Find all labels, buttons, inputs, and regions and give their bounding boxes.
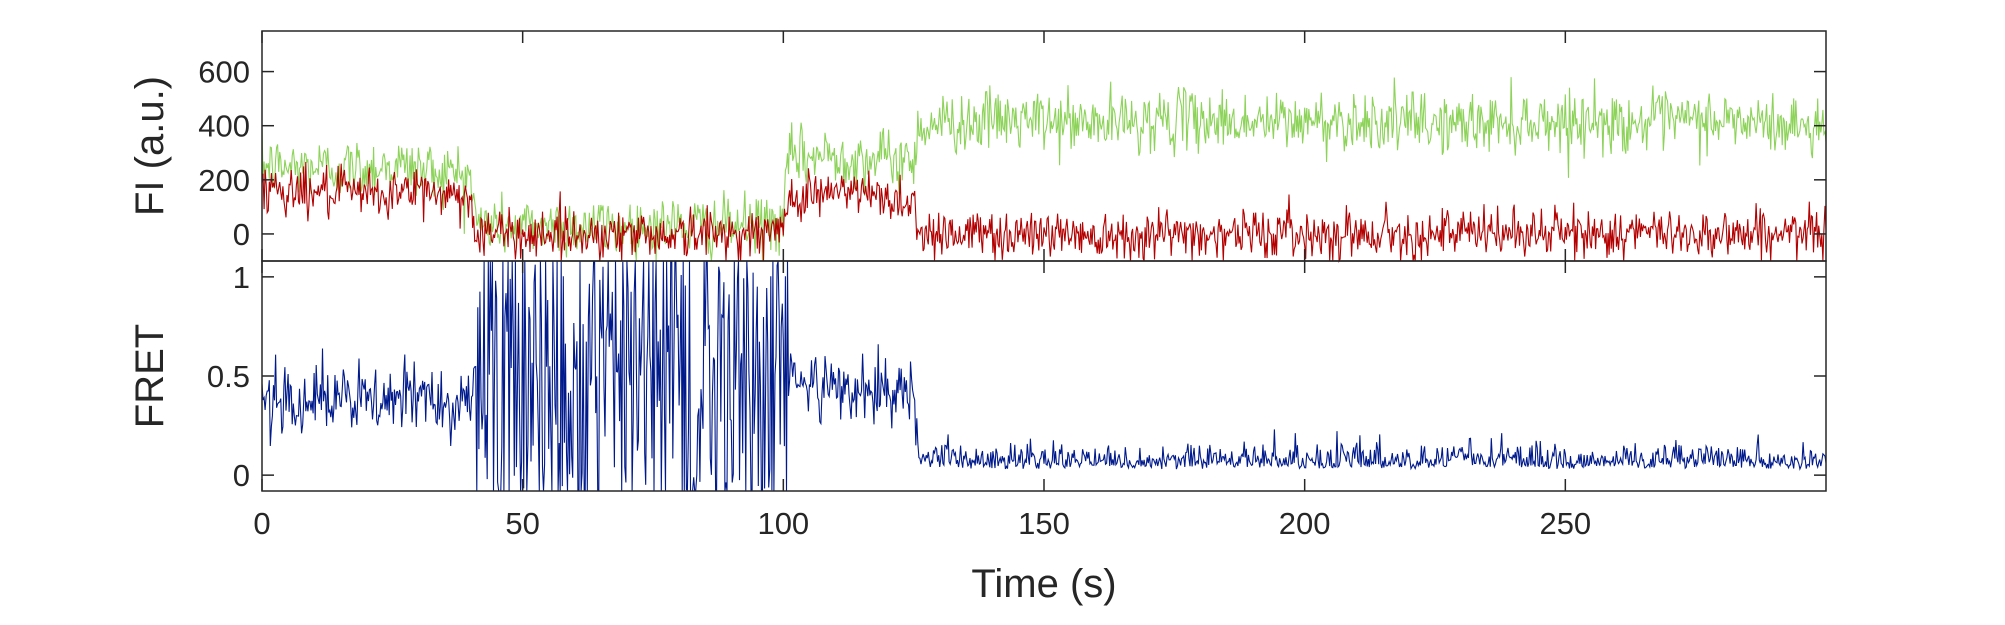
fret-x-ticks: 0 50 100 150 200 250 [253,261,1591,541]
x-tick-label: 50 [505,506,539,541]
y-tick-label: 0 [233,458,250,493]
x-axis-label: Time (s) [971,562,1116,606]
fret-y-ticks: 00.51 [207,260,1826,493]
fret-series-group [261,260,1827,492]
x-tick-label: 100 [757,506,809,541]
fluorescence-x-ticks [261,31,1567,261]
fluorescence-y-ticks: 0 200 400 600 [198,55,1826,252]
fluorescence-series-1-line [261,161,1827,264]
x-tick-label: 0 [253,506,270,541]
y-tick-label: 600 [198,55,250,90]
fret-series-0-line [261,260,1827,492]
fret-y-axis-label: FRET [128,324,172,428]
fluorescence-series-0-line [261,77,1827,262]
x-tick-label: 200 [1279,506,1331,541]
y-tick-label: 0.5 [207,359,250,394]
y-tick-label: 0 [233,217,250,252]
x-tick-label: 150 [1018,506,1070,541]
fluorescence-panel: 0 200 400 600 FI (a.u.) [128,30,1827,264]
fret-panel: 00.51 0 50 100 150 200 250 FRET Time (s) [128,260,1827,606]
y-tick-label: 1 [233,260,250,295]
x-tick-label: 250 [1539,506,1591,541]
fluorescence-series-group [261,77,1827,264]
fluorescence-y-axis-label: FI (a.u.) [128,76,172,216]
y-tick-label: 200 [198,163,250,198]
y-tick-label: 400 [198,109,250,144]
